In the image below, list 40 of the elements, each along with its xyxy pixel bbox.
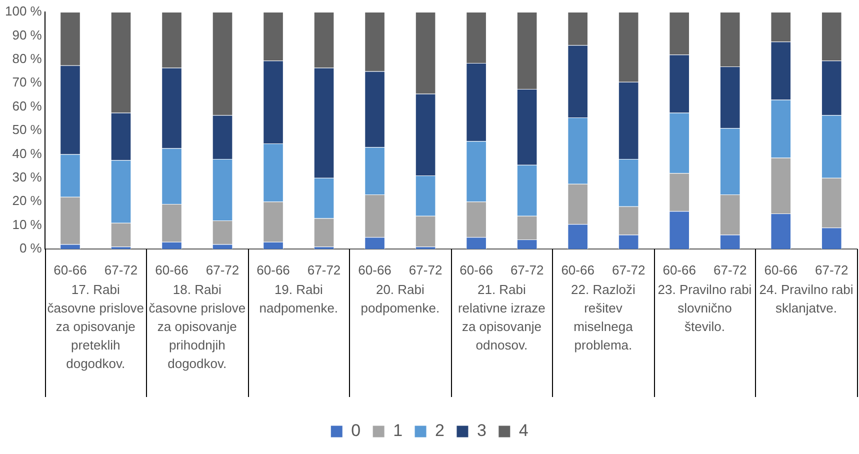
x-tick-label: 67-72 [510,262,544,278]
y-tick-label: 50 % [12,122,42,138]
text: 21. Rabi relativne izraze za opisovanje odnosov. [458,282,546,353]
x-tick-label: 67-72 [307,262,341,278]
x-tick-label: 67-72 [104,262,138,278]
x-tick-label: 60-66 [358,262,392,278]
y-tick-label: 90 % [12,27,42,42]
x-tick-label: 60-66 [256,262,290,278]
text: 19. Rabi nadpomenke. [259,282,338,316]
y-tick-label: 70 % [12,74,42,90]
x-tick-label: 60-66 [764,262,798,278]
x-tick-label: 67-72 [713,262,747,278]
text: 18. Rabi časovne prislove za opisovanje prihodnjih dogodkov. [148,282,246,372]
y-tick-label: 0 % [19,240,42,256]
legend-label: 3 [476,421,486,440]
y-tick-label: 100 % [4,4,42,19]
text: 17. Rabi časovne prislove za opisovanje preteklih dogodkov. [47,282,144,372]
legend-label: 1 [393,421,403,440]
x-tick-label: 67-72 [612,262,646,278]
x-tick-label: 67-72 [206,262,240,278]
y-tick-label: 30 % [12,169,42,184]
x-tick-label: 60-66 [561,262,594,278]
x-tick-label: 60-66 [662,262,696,278]
text: 22. Razloži rešitev miselnega problema. [571,282,636,353]
legend-label: 0 [351,421,361,440]
legend-label: 2 [435,421,444,440]
x-tick-label: 60-66 [460,262,493,278]
legend-label: 4 [518,421,528,440]
text: 20. Rabi podpomenke. [360,282,440,316]
y-tick-label: 10 % [12,216,42,232]
text: 24. Pravilno rabi sklanjatve. [759,282,854,316]
text: 23. Pravilno rabi slovnično število. [658,282,752,334]
x-tick-label: 67-72 [408,262,442,278]
x-tick-label: 60-66 [54,262,87,278]
y-tick-label: 20 % [12,193,42,208]
y-tick-label: 40 % [12,146,42,161]
y-tick-label: 80 % [12,50,42,66]
y-tick-label: 60 % [12,98,42,114]
x-tick-label: 67-72 [814,262,848,278]
x-tick-label: 60-66 [155,262,188,278]
